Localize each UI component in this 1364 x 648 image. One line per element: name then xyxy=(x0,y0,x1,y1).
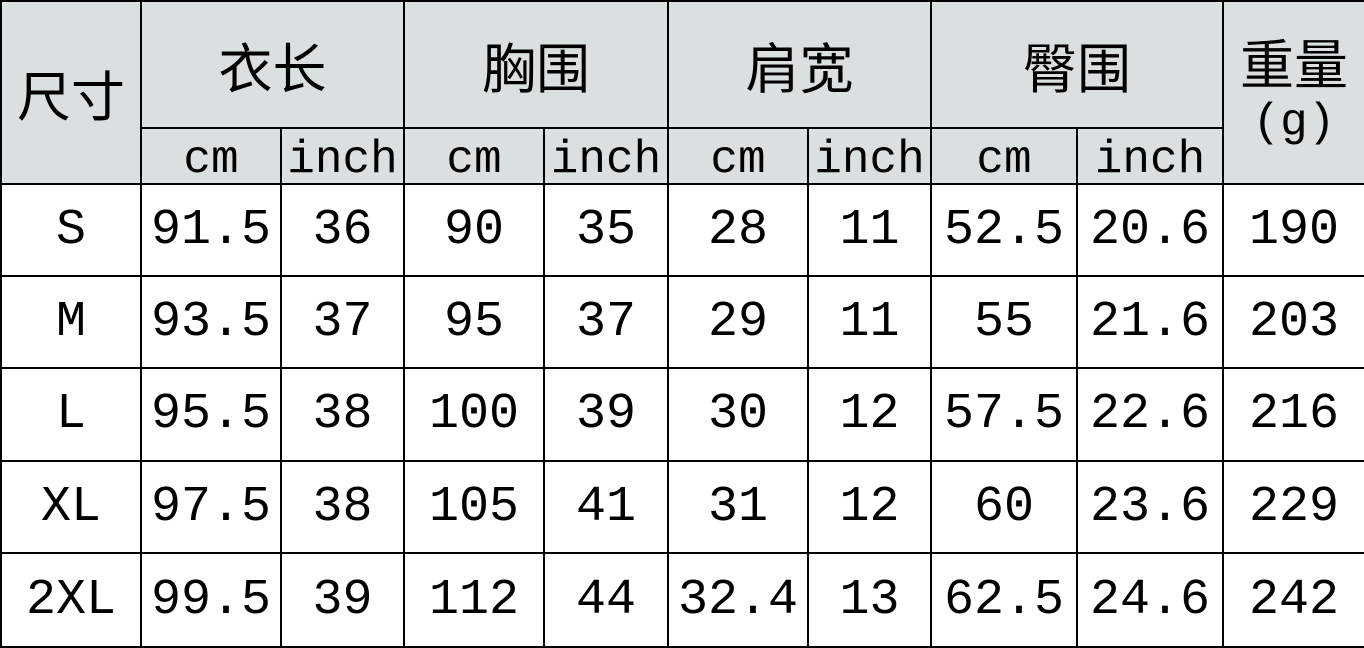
value-cell: 62.5 xyxy=(930,552,1078,648)
value-cell: 60 xyxy=(930,460,1078,554)
size-cell: XL xyxy=(0,460,142,554)
value-cell: 20.6 xyxy=(1076,183,1224,277)
weight-unit: (g) xyxy=(1252,96,1336,149)
unit-inch: inch xyxy=(543,127,669,185)
size-cell: S xyxy=(0,183,142,277)
unit-inch: inch xyxy=(1076,127,1224,185)
unit-cm: cm xyxy=(930,127,1078,185)
value-cell: 52.5 xyxy=(930,183,1078,277)
value-cell: 29 xyxy=(667,275,809,369)
value-cell: 203 xyxy=(1222,275,1364,369)
value-cell: 95 xyxy=(403,275,545,369)
table-row: M 93.5 37 95 37 29 11 55 21.6 203 xyxy=(0,275,1364,369)
value-cell: 90 xyxy=(403,183,545,277)
size-cell: 2XL xyxy=(0,552,142,648)
table-row: XL 97.5 38 105 41 31 12 60 23.6 229 xyxy=(0,460,1364,554)
value-cell: 22.6 xyxy=(1076,367,1224,462)
size-header: 尺寸 xyxy=(0,0,142,185)
size-cell: M xyxy=(0,275,142,369)
value-cell: 31 xyxy=(667,460,809,554)
value-cell: 32.4 xyxy=(667,552,809,648)
value-cell: 100 xyxy=(403,367,545,462)
value-cell: 39 xyxy=(280,552,405,648)
value-cell: 36 xyxy=(280,183,405,277)
value-cell: 112 xyxy=(403,552,545,648)
unit-inch: inch xyxy=(807,127,932,185)
value-cell: 55 xyxy=(930,275,1078,369)
value-cell: 99.5 xyxy=(140,552,282,648)
value-cell: 242 xyxy=(1222,552,1364,648)
unit-row: cm inch cm inch cm inch cm inch xyxy=(1,127,1364,185)
unit-cm: cm xyxy=(403,127,545,185)
value-cell: 91.5 xyxy=(140,183,282,277)
value-cell: 190 xyxy=(1222,183,1364,277)
value-cell: 93.5 xyxy=(140,275,282,369)
value-cell: 57.5 xyxy=(930,367,1078,462)
size-cell: L xyxy=(0,367,142,462)
value-cell: 105 xyxy=(403,460,545,554)
value-cell: 28 xyxy=(667,183,809,277)
value-cell: 11 xyxy=(807,183,932,277)
value-cell: 229 xyxy=(1222,460,1364,554)
unit-cm: cm xyxy=(140,127,282,185)
value-cell: 11 xyxy=(807,275,932,369)
value-cell: 13 xyxy=(807,552,932,648)
unit-inch: inch xyxy=(280,127,405,185)
value-cell: 23.6 xyxy=(1076,460,1224,554)
hip-header: 臀围 xyxy=(930,0,1224,129)
length-header: 衣长 xyxy=(140,0,405,129)
value-cell: 37 xyxy=(543,275,669,369)
weight-header: 重量 (g) xyxy=(1222,0,1364,185)
value-cell: 12 xyxy=(807,367,932,462)
value-cell: 21.6 xyxy=(1076,275,1224,369)
value-cell: 38 xyxy=(280,367,405,462)
value-cell: 35 xyxy=(543,183,669,277)
value-cell: 38 xyxy=(280,460,405,554)
header-row: 尺寸 衣长 胸围 肩宽 臀围 重量 (g) xyxy=(0,0,1364,185)
value-cell: 97.5 xyxy=(140,460,282,554)
value-cell: 216 xyxy=(1222,367,1364,462)
value-cell: 41 xyxy=(543,460,669,554)
value-cell: 12 xyxy=(807,460,932,554)
table-row: S 91.5 36 90 35 28 11 52.5 20.6 190 xyxy=(0,183,1364,277)
value-cell: 95.5 xyxy=(140,367,282,462)
value-cell: 39 xyxy=(543,367,669,462)
chest-header: 胸围 xyxy=(403,0,669,129)
weight-label: 重量 xyxy=(1240,33,1348,97)
value-cell: 44 xyxy=(543,552,669,648)
table-row: L 95.5 38 100 39 30 12 57.5 22.6 216 xyxy=(0,367,1364,462)
shoulder-header: 肩宽 xyxy=(667,0,932,129)
value-cell: 30 xyxy=(667,367,809,462)
unit-cm: cm xyxy=(667,127,809,185)
table-row: 2XL 99.5 39 112 44 32.4 13 62.5 24.6 242 xyxy=(0,552,1364,648)
value-cell: 37 xyxy=(280,275,405,369)
value-cell: 24.6 xyxy=(1076,552,1224,648)
